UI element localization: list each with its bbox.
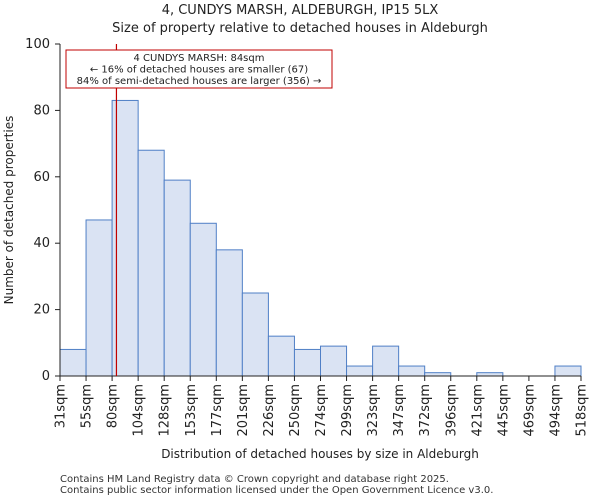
x-tick-label-177sqm: 177sqm (210, 384, 225, 437)
y-tick-label-20: 20 (33, 303, 50, 318)
x-tick-label-347sqm: 347sqm (392, 384, 407, 437)
x-tick-label-469sqm: 469sqm (522, 384, 537, 437)
x-tick-label-31sqm: 31sqm (54, 384, 69, 428)
x-tick-label-299sqm: 299sqm (340, 384, 355, 437)
y-tick-label-40: 40 (33, 236, 50, 251)
y-axis-label: Number of detached properties (2, 116, 16, 305)
bar-494sqm (554, 365, 582, 377)
y-tick-label-80: 80 (33, 103, 50, 118)
x-tick-label-323sqm: 323sqm (366, 384, 381, 437)
y-tick-label-0: 0 (42, 369, 50, 384)
bar-177sqm (215, 249, 243, 377)
x-axis-label: Distribution of detached houses by size … (161, 447, 479, 461)
x-tick-label-421sqm: 421sqm (470, 384, 485, 437)
x-tick-label-104sqm: 104sqm (132, 384, 147, 437)
bar-201sqm (241, 292, 269, 377)
footer-line2: Contains public sector information licen… (60, 485, 494, 496)
bar-153sqm (189, 222, 217, 377)
x-tick-label-153sqm: 153sqm (184, 384, 199, 437)
x-tick-label-396sqm: 396sqm (444, 384, 459, 437)
chart-title-line1: 4, CUNDYS MARSH, ALDEBURGH, IP15 5LX (161, 3, 439, 18)
x-tick-label-80sqm: 80sqm (106, 384, 121, 428)
bar-250sqm (293, 348, 322, 377)
x-tick-label-518sqm: 518sqm (575, 384, 590, 437)
x-tick-label-372sqm: 372sqm (418, 384, 433, 437)
annotation-box (65, 49, 333, 89)
bar-347sqm (398, 365, 426, 377)
x-tick-label-494sqm: 494sqm (548, 384, 563, 437)
bar-55sqm (85, 219, 113, 377)
annotation-line-1: 4 CUNDYS MARSH: 84sqm (134, 53, 265, 64)
annotation-line-2: ← 16% of detached houses are smaller (67… (90, 65, 308, 76)
chart-title-line2: Size of property relative to detached ho… (112, 21, 488, 36)
x-tick-label-226sqm: 226sqm (262, 384, 277, 437)
y-tick-label-60: 60 (33, 170, 50, 185)
bar-104sqm (137, 149, 165, 377)
bar-323sqm (372, 345, 400, 377)
y-tick-label-100: 100 (25, 37, 50, 52)
x-tick-label-128sqm: 128sqm (158, 384, 173, 437)
x-tick-label-250sqm: 250sqm (288, 384, 303, 437)
bar-226sqm (267, 335, 295, 377)
x-tick-label-55sqm: 55sqm (80, 384, 95, 428)
bar-299sqm (346, 365, 374, 377)
bar-31sqm (59, 348, 87, 377)
annotation-line-3: 84% of semi-detached houses are larger (… (77, 76, 322, 87)
bar-128sqm (163, 179, 191, 377)
x-tick-label-274sqm: 274sqm (314, 384, 329, 437)
footer-line1: Contains HM Land Registry data © Crown c… (60, 474, 449, 485)
x-tick-label-445sqm: 445sqm (496, 384, 511, 437)
x-tick-label-201sqm: 201sqm (236, 384, 251, 437)
bar-274sqm (320, 345, 348, 377)
